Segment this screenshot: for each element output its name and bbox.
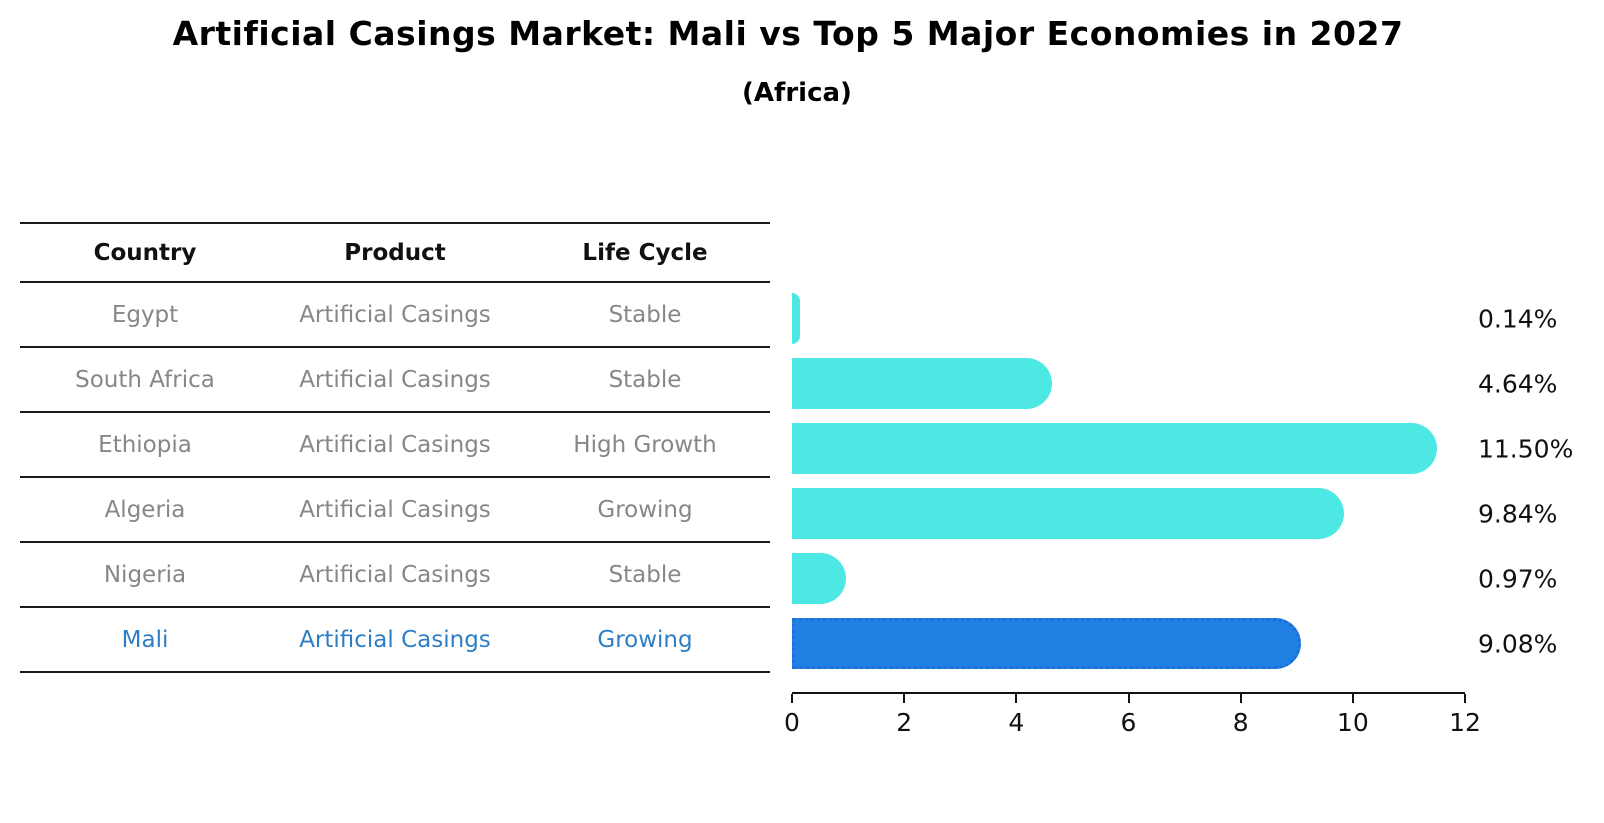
value-label: 0.97% [1478, 564, 1558, 593]
life-cycle-cell: Stable [608, 366, 682, 393]
chart-title: Artificial Casings Market: Mali vs Top 5… [172, 14, 1404, 53]
bar-row-south-africa: 4.64% [792, 358, 1557, 409]
value-label: 9.08% [1478, 629, 1558, 658]
bar-chart-plot-area: 0.14% 4.64% 11.50% 9.84% 0.97% 9.08% 0 [784, 285, 1573, 737]
table-row-ethiopia: Ethiopia Artificial Casings High Growth [20, 413, 770, 478]
country-cell: South Africa [75, 366, 215, 393]
x-axis-tick-label: 4 [1008, 708, 1025, 737]
country-cell: Mali [121, 626, 169, 653]
life-cycle-cell: Growing [597, 626, 693, 653]
bar-row-egypt: 0.14% [792, 293, 1557, 344]
x-axis-tick-label: 12 [1449, 708, 1481, 737]
bar-row-mali: 9.08% [792, 618, 1557, 669]
value-label: 9.84% [1478, 499, 1558, 528]
country-info-table: Country Product Life Cycle Egypt Artific… [20, 222, 770, 673]
life-cycle-cell: Growing [597, 496, 693, 523]
x-axis-tick [1127, 694, 1130, 703]
table-row-mali: Mali Artificial Casings Growing [20, 608, 770, 673]
bar-mali-highlighted [792, 618, 1302, 669]
column-header-country: Country [93, 239, 197, 266]
product-cell: Artificial Casings [299, 431, 491, 458]
x-axis-tick [1239, 694, 1242, 703]
table-header-row: Country Product Life Cycle [20, 222, 770, 283]
life-cycle-cell: Stable [608, 561, 682, 588]
x-axis-tick [1351, 694, 1354, 703]
country-cell: Egypt [111, 301, 179, 328]
bar-ethiopia [792, 423, 1437, 474]
value-label: 4.64% [1478, 369, 1558, 398]
value-label: 0.14% [1478, 304, 1558, 333]
x-axis-tick-label: 8 [1232, 708, 1249, 737]
bar-nigeria [792, 553, 847, 604]
product-cell: Artificial Casings [299, 301, 491, 328]
x-axis-tick [1015, 694, 1018, 703]
product-cell: Artificial Casings [299, 366, 491, 393]
life-cycle-cell: High Growth [573, 431, 717, 458]
product-cell: Artificial Casings [299, 496, 491, 523]
x-axis-tick [903, 694, 906, 703]
x-axis-tick-label: 10 [1336, 708, 1369, 737]
country-cell: Ethiopia [98, 431, 192, 458]
bar-algeria [792, 488, 1344, 539]
bar-south-africa [792, 358, 1053, 409]
bar-row-ethiopia: 11.50% [792, 423, 1573, 474]
column-header-life-cycle: Life Cycle [582, 239, 708, 266]
life-cycle-cell: Stable [608, 301, 682, 328]
product-cell: Artificial Casings [299, 561, 491, 588]
bar-row-nigeria: 0.97% [792, 553, 1557, 604]
table-row-egypt: Egypt Artificial Casings Stable [20, 283, 770, 348]
x-axis-tick-label: 2 [896, 708, 913, 737]
country-cell: Algeria [104, 496, 186, 523]
table-row-nigeria: Nigeria Artificial Casings Stable [20, 543, 770, 608]
column-header-product: Product [344, 239, 446, 266]
x-axis-tick [791, 694, 793, 703]
bar-row-algeria: 9.84% [792, 488, 1557, 539]
x-axis-tick [1464, 694, 1466, 703]
x-axis-tick-label: 0 [784, 708, 800, 737]
x-axis-tick-label: 6 [1120, 708, 1137, 737]
value-label: 11.50% [1478, 434, 1574, 463]
chart-subtitle: (Africa) [742, 78, 852, 108]
table-row-algeria: Algeria Artificial Casings Growing [20, 478, 770, 543]
bar-egypt [792, 293, 800, 344]
table-row-south-africa: South Africa Artificial Casings Stable [20, 348, 770, 413]
product-cell: Artificial Casings [299, 626, 491, 653]
country-cell: Nigeria [103, 561, 187, 588]
